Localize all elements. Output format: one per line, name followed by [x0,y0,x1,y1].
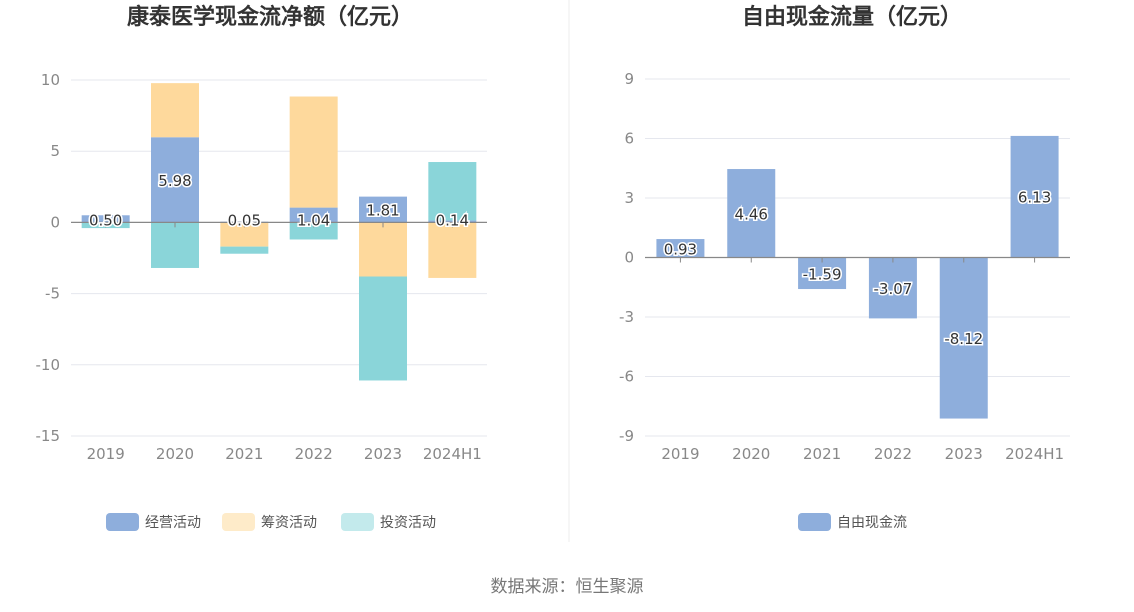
legend-swatch[interactable] [798,513,831,531]
bar-经营活动 [359,196,407,223]
data-label: -1.59 [803,265,842,283]
y-tick-label: 10 [41,71,60,89]
bar-经营活动 [289,207,338,223]
legend-swatch[interactable] [341,513,374,531]
bar-筹资活动 [359,222,407,277]
y-tick-label: -15 [36,427,61,445]
cash-flow-chart: 康泰医学现金流净额（亿元） 10 5 0 -5 -10 -15 2019 2020 2021 20… [36,4,487,531]
y-tick-label: 0 [624,249,634,267]
x-tick-label: 2020 [732,445,770,463]
legend-swatch[interactable] [222,513,255,531]
data-label: -8.12 [944,330,983,348]
x-tick-label: 2024H1 [423,445,482,463]
bar-自由现金流 [939,257,988,419]
x-tick-label: 2024H1 [1005,445,1064,463]
legend-label[interactable]: 投资活动 [380,515,436,531]
data-label: 0.93 [664,240,697,258]
y-tick-label: 3 [624,189,634,207]
bar-筹资活动 [151,83,199,138]
x-tick-label: 2023 [945,445,983,463]
free-cash-flow-chart: 自由现金流量（亿元） 9 6 3 0 -3 -6 -9 2019 2020 2021 2022 202… [619,4,1070,531]
y-tick-label: -9 [619,427,634,445]
bar-自由现金流 [727,169,776,258]
legend-label[interactable]: 经营活动 [145,515,201,531]
data-label: 5.98 [158,172,191,190]
chart-title: 康泰医学现金流净额（亿元） [127,4,413,30]
y-tick-label: -3 [619,308,634,326]
x-tick-label: 2021 [803,445,841,463]
y-tick-label: 9 [624,70,634,88]
bar-投资活动 [220,246,269,254]
bar-筹资活动 [289,96,338,208]
data-source: 数据来源：恒生聚源 [491,577,644,597]
data-label: 1.04 [297,211,330,229]
data-label: 0.50 [89,211,122,229]
legend-label[interactable]: 筹资活动 [261,514,317,531]
data-label: -3.07 [874,280,913,298]
y-tick-label: -5 [45,285,60,303]
x-tick-label: 2019 [87,445,125,463]
y-tick-label: 6 [624,130,634,148]
bar-经营活动 [151,137,199,223]
chart-title: 自由现金流量（亿元） [742,4,962,30]
x-tick-label: 2022 [874,445,912,463]
bar-投资活动 [289,222,338,240]
bar-自由现金流 [868,257,917,319]
bar-筹资活动 [428,222,477,278]
bar-自由现金流 [656,239,705,258]
bar-经营活动 [81,215,130,223]
x-tick-label: 2022 [295,445,333,463]
bar-自由现金流 [798,257,847,290]
x-tick-label: 2021 [225,445,263,463]
bar-投资活动 [428,162,477,221]
data-label: 6.13 [1018,189,1051,207]
y-tick-label: 0 [50,213,60,231]
bar-投资活动 [359,276,407,381]
data-label: 0.14 [436,211,469,229]
x-tick-label: 2019 [661,445,699,463]
data-label: 1.81 [366,202,399,220]
x-tick-label: 2020 [156,445,194,463]
x-tick-label: 2023 [364,445,402,463]
legend-label[interactable]: 自由现金流 [837,515,907,531]
bar-自由现金流 [1010,135,1059,258]
legend-swatch[interactable] [106,513,139,531]
y-tick-label: -6 [619,368,634,386]
data-label: 0.05 [228,211,261,229]
y-tick-label: -10 [36,356,61,374]
bar-投资活动 [151,222,199,268]
data-label: 4.46 [735,205,768,223]
y-tick-label: 5 [50,142,60,160]
bar-经营活动 [428,220,477,223]
